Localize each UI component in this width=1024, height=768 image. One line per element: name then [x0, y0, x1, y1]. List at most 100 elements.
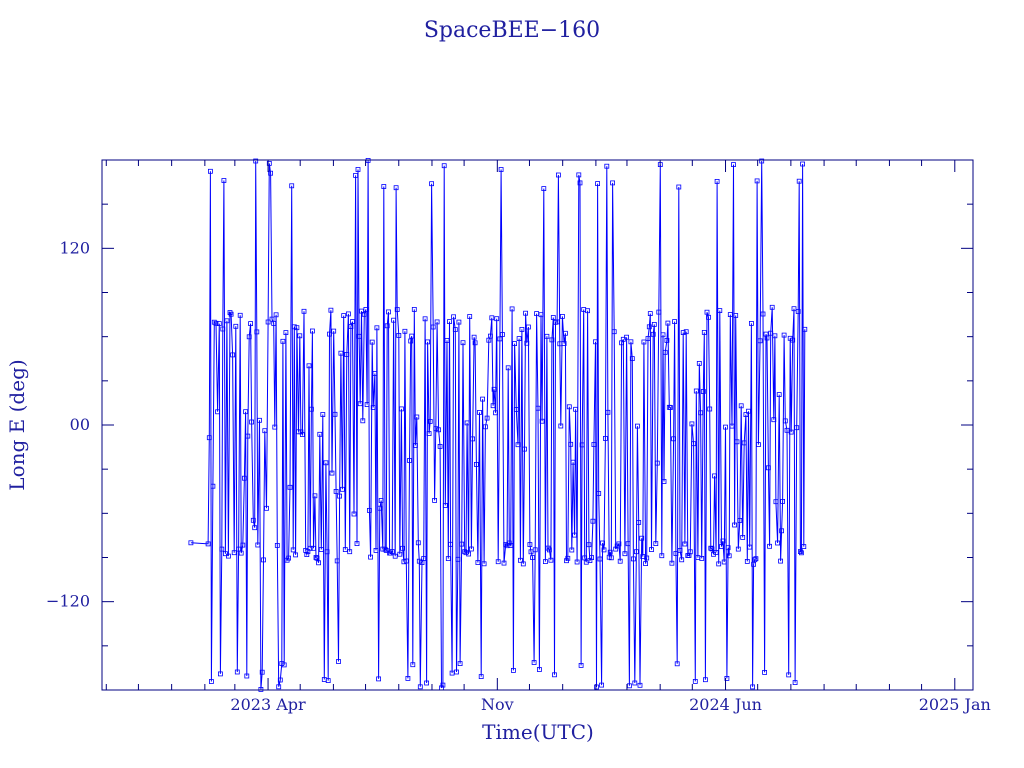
data-point: [347, 549, 353, 555]
data-point: [731, 162, 736, 168]
data-point: [636, 520, 642, 525]
data-point: [716, 561, 722, 567]
data-point: [604, 163, 610, 169]
data-point: [253, 158, 259, 164]
data-point: [616, 541, 622, 547]
data-point: [683, 329, 689, 335]
data-point: [471, 334, 477, 340]
data-point: [689, 421, 695, 427]
data-point: [252, 525, 258, 531]
data-point: [714, 178, 720, 184]
axis-ticks: [102, 160, 973, 690]
data-point: [794, 425, 800, 431]
data-point: [566, 404, 572, 410]
data-point: [355, 167, 361, 172]
data-point: [426, 431, 432, 437]
data-point: [679, 557, 685, 563]
series-line: [190, 160, 806, 690]
data-point: [637, 682, 643, 688]
data-point: [544, 333, 550, 339]
tick-labels: 2023 Apr Nov 2024 Jun 2025 Jan 120 00 −1…: [46, 238, 991, 714]
plot-frame: [101, 159, 974, 691]
data-point: [724, 676, 730, 681]
data-point: [708, 545, 714, 551]
data-point: [241, 475, 247, 481]
data-point: [325, 678, 331, 683]
data-point: [470, 436, 476, 442]
data-point: [611, 329, 617, 335]
data-point: [643, 561, 648, 566]
data-point: [454, 669, 459, 675]
data-point: [750, 684, 755, 690]
data-point: [772, 333, 778, 339]
data-point: [539, 418, 545, 424]
data-point: [376, 676, 382, 682]
data-point: [255, 542, 261, 548]
data-point: [585, 308, 590, 314]
data-point: [472, 340, 478, 346]
data-point: [665, 320, 671, 326]
data-point: [569, 547, 575, 553]
data-point: [262, 428, 268, 434]
data-point: [341, 313, 347, 319]
data-point: [266, 160, 272, 166]
data-point: [696, 360, 702, 366]
data-point: [368, 554, 374, 560]
data-point: [286, 555, 292, 561]
data-point: [691, 441, 696, 447]
data-point: [414, 414, 420, 420]
data-point: [522, 446, 527, 452]
data-point: [280, 338, 286, 344]
data-point: [617, 558, 623, 564]
data-point: [595, 181, 600, 187]
data-point: [258, 687, 264, 692]
data-point: [316, 560, 322, 566]
data-point: [550, 315, 556, 320]
data-point: [579, 442, 585, 448]
data-point: [608, 555, 614, 561]
data-point: [405, 676, 411, 681]
data-point: [389, 549, 395, 554]
data-point: [790, 337, 796, 343]
data-point: [674, 661, 680, 667]
data-point: [721, 559, 727, 565]
data-point: [754, 178, 760, 184]
x-tick-label-2: 2024 Jun: [689, 695, 762, 714]
data-point: [605, 409, 611, 415]
data-point: [799, 550, 804, 556]
data-point: [463, 550, 469, 556]
data-point: [216, 321, 222, 327]
data-point: [396, 332, 402, 338]
data-point: [403, 558, 409, 564]
data-point: [515, 442, 521, 448]
data-point: [510, 668, 516, 673]
chart-title: SpaceBEE−160: [424, 18, 600, 43]
data-point: [208, 679, 214, 684]
data-point: [503, 542, 509, 547]
data-point: [424, 680, 430, 686]
data-point: [654, 460, 660, 466]
data-point: [257, 417, 262, 423]
data-point: [383, 548, 389, 553]
data-point: [531, 660, 537, 665]
data-point: [646, 324, 652, 330]
data-point: [301, 308, 307, 314]
data-point: [746, 408, 751, 414]
data-point: [520, 561, 526, 567]
data-point: [659, 553, 665, 559]
data-point: [717, 308, 723, 314]
data-point: [416, 558, 422, 564]
data-point: [597, 556, 603, 562]
data-point: [422, 316, 428, 322]
data-point: [459, 541, 465, 547]
data-point: [535, 405, 541, 411]
data-point: [230, 352, 236, 358]
data-point: [243, 409, 249, 415]
data-point: [625, 541, 631, 547]
data-point: [364, 402, 370, 408]
data-point: [344, 351, 350, 357]
data-point: [427, 418, 433, 424]
data-point: [332, 411, 338, 417]
data-point: [411, 306, 417, 312]
data-point: [318, 547, 324, 552]
